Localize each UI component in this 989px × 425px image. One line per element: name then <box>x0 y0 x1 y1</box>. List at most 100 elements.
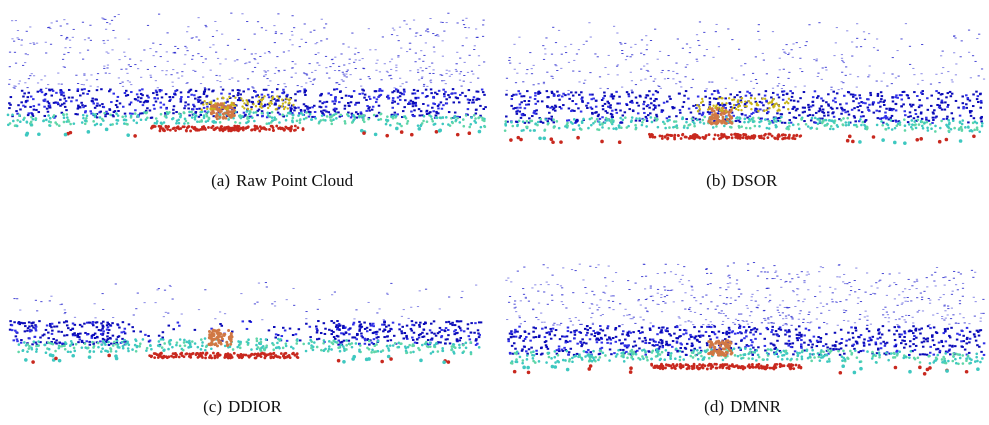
point <box>81 104 84 106</box>
point <box>467 99 470 101</box>
point <box>907 97 910 99</box>
point <box>514 307 516 308</box>
point <box>973 129 976 132</box>
point <box>155 117 158 120</box>
point <box>932 113 935 115</box>
point <box>126 73 128 74</box>
point <box>145 100 148 102</box>
point <box>765 297 767 298</box>
point <box>183 125 186 128</box>
point <box>390 69 392 70</box>
point <box>449 342 452 344</box>
point <box>921 299 923 300</box>
point <box>282 103 284 105</box>
point <box>81 341 84 343</box>
point <box>131 113 134 115</box>
point <box>505 94 508 96</box>
point <box>858 109 861 111</box>
point <box>342 81 344 82</box>
point <box>64 309 66 310</box>
point <box>825 124 828 127</box>
point <box>49 300 51 301</box>
point <box>905 322 907 323</box>
point <box>781 88 783 89</box>
point <box>511 125 514 128</box>
point <box>266 286 268 287</box>
point <box>868 75 870 76</box>
point <box>451 122 454 125</box>
point <box>391 102 394 104</box>
point <box>390 78 392 79</box>
point <box>482 36 484 37</box>
point <box>114 354 118 358</box>
point <box>216 80 218 81</box>
point <box>409 43 411 44</box>
point <box>60 331 63 333</box>
point <box>353 90 356 92</box>
point <box>44 99 47 101</box>
point <box>421 332 424 334</box>
point <box>161 346 164 349</box>
point <box>613 26 615 27</box>
point <box>647 104 650 106</box>
point <box>217 352 220 355</box>
point <box>291 44 293 45</box>
point <box>747 100 749 102</box>
point <box>583 44 585 45</box>
point <box>362 68 364 69</box>
point <box>844 121 847 124</box>
point <box>470 82 472 83</box>
point <box>337 340 340 342</box>
point <box>254 59 256 60</box>
point <box>412 339 415 341</box>
point <box>521 113 524 115</box>
point <box>210 101 212 103</box>
point <box>278 105 280 107</box>
point <box>474 322 477 324</box>
point <box>723 125 726 128</box>
point <box>943 320 945 321</box>
point <box>308 116 311 118</box>
point <box>775 271 777 272</box>
point <box>112 335 115 337</box>
point <box>125 90 128 92</box>
point <box>83 84 85 85</box>
point <box>815 112 818 114</box>
point <box>461 351 464 354</box>
point <box>418 334 421 336</box>
point <box>421 344 424 347</box>
point <box>17 104 20 106</box>
point <box>131 326 134 328</box>
point <box>230 13 232 14</box>
point <box>452 88 455 90</box>
point <box>204 349 207 352</box>
point <box>628 108 631 110</box>
point <box>96 336 99 338</box>
point <box>273 326 276 328</box>
point <box>983 313 985 314</box>
point <box>676 127 679 130</box>
point <box>945 138 949 142</box>
point <box>791 278 793 279</box>
point <box>467 328 470 330</box>
point <box>387 95 390 97</box>
point <box>354 104 357 106</box>
point <box>640 69 642 70</box>
point <box>589 72 591 73</box>
point <box>467 108 470 110</box>
point <box>881 81 883 82</box>
point <box>908 123 911 126</box>
point <box>758 93 761 95</box>
point <box>685 67 687 68</box>
point <box>48 27 50 28</box>
point <box>715 104 717 106</box>
point <box>79 52 81 53</box>
point <box>140 77 142 78</box>
point <box>876 81 878 82</box>
point <box>337 359 341 363</box>
point <box>631 91 634 93</box>
point <box>99 123 102 126</box>
point <box>415 53 417 54</box>
point <box>60 91 63 93</box>
point <box>908 289 910 290</box>
